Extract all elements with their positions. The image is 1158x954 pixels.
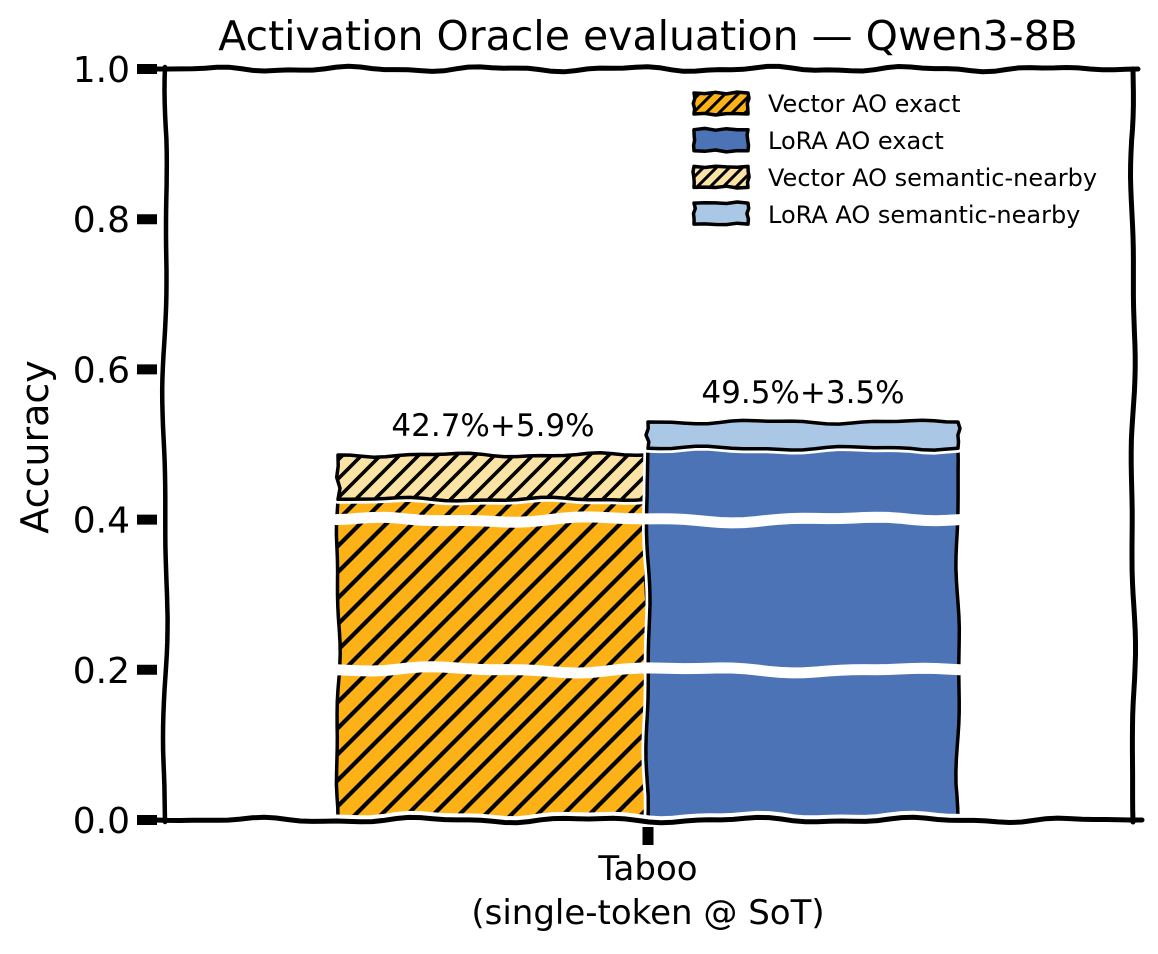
legend-label-vector-ao-semantic-nearby: Vector AO semantic-nearby bbox=[768, 164, 1098, 192]
svg-text:0.0: 0.0 bbox=[73, 801, 130, 842]
y-tick-labels: 0.0 0.2 0.4 0.6 0.8 1.0 bbox=[73, 50, 130, 842]
chart-title: Activation Oracle evaluation — Qwen3-8B bbox=[218, 12, 1078, 60]
axes-spines bbox=[149, 63, 1149, 830]
legend-label-lora-ao-semantic-nearby: LoRA AO semantic-nearby bbox=[768, 201, 1081, 229]
svg-text:0.8: 0.8 bbox=[73, 200, 130, 241]
svg-text:0.2: 0.2 bbox=[73, 651, 130, 692]
legend-label-lora-ao-exact: LoRA AO exact bbox=[768, 127, 944, 155]
legend-label-vector-ao-exact: Vector AO exact bbox=[768, 90, 961, 118]
bar-annotation-vector-ao: 42.7%+5.9% bbox=[391, 408, 595, 444]
x-category-label: Taboo (single-token @ SoT) bbox=[471, 849, 825, 933]
svg-text:0.4: 0.4 bbox=[73, 501, 130, 542]
svg-text:1.0: 1.0 bbox=[73, 50, 130, 91]
legend-swatches bbox=[691, 90, 751, 227]
axis-ticks bbox=[137, 64, 654, 845]
white-overlay-lines bbox=[330, 511, 966, 679]
svg-text:0.6: 0.6 bbox=[73, 350, 130, 391]
bar-annotation-lora-ao: 49.5%+3.5% bbox=[701, 375, 905, 411]
y-axis-label: Accuracy bbox=[13, 360, 57, 534]
bars bbox=[331, 415, 965, 827]
